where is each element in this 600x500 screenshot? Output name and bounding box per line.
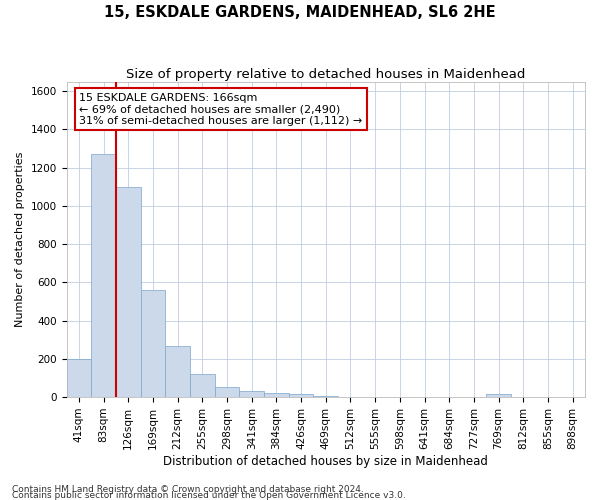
Title: Size of property relative to detached houses in Maidenhead: Size of property relative to detached ho… [126,68,526,80]
Bar [264,394,289,397]
Text: 15 ESKDALE GARDENS: 166sqm
← 69% of detached houses are smaller (2,490)
31% of s: 15 ESKDALE GARDENS: 166sqm ← 69% of deta… [79,92,363,126]
Bar [239,392,264,397]
Bar [116,187,140,397]
Bar [486,394,511,397]
Bar [215,386,239,397]
Y-axis label: Number of detached properties: Number of detached properties [15,152,25,327]
Bar [91,154,116,397]
Text: 15, ESKDALE GARDENS, MAIDENHEAD, SL6 2HE: 15, ESKDALE GARDENS, MAIDENHEAD, SL6 2HE [104,5,496,20]
Text: Contains public sector information licensed under the Open Government Licence v3: Contains public sector information licen… [12,490,406,500]
Bar [67,359,91,397]
Bar [140,290,165,397]
Bar [289,394,313,397]
Bar [338,396,363,397]
X-axis label: Distribution of detached houses by size in Maidenhead: Distribution of detached houses by size … [163,454,488,468]
Text: Contains HM Land Registry data © Crown copyright and database right 2024.: Contains HM Land Registry data © Crown c… [12,485,364,494]
Bar [165,346,190,397]
Bar [313,396,338,397]
Bar [190,374,215,397]
